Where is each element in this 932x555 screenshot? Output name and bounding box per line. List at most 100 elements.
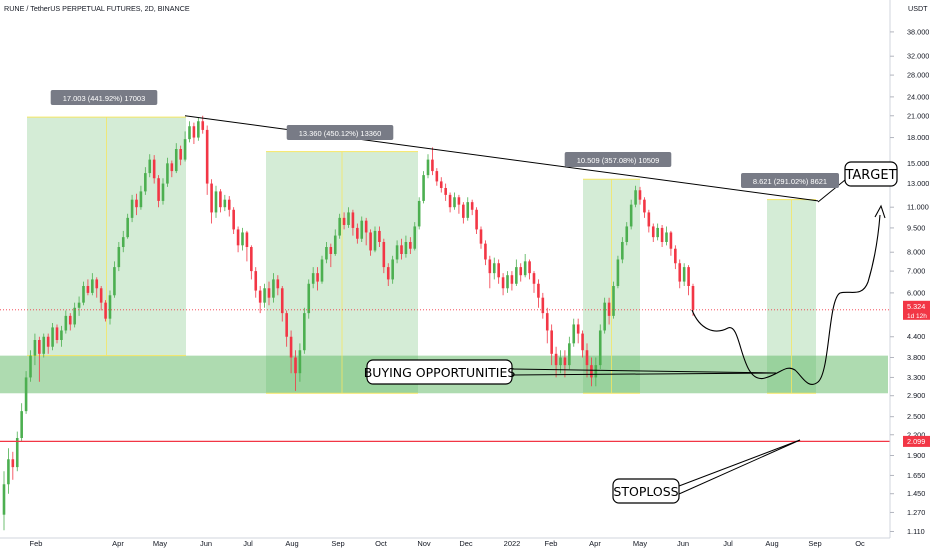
stoploss-connector-1	[678, 439, 801, 487]
candle	[254, 267, 258, 298]
candle	[409, 237, 412, 254]
candle-body	[488, 259, 492, 274]
candle	[581, 330, 584, 358]
candle	[347, 207, 350, 228]
candle-body	[42, 336, 46, 354]
measure-label[interactable]: 8.621 (291.02%) 8621	[741, 173, 839, 188]
candle-body	[404, 241, 408, 254]
measure-label[interactable]: 10.509 (357.08%) 10509	[564, 152, 672, 167]
candle	[311, 267, 315, 289]
candle-body	[170, 163, 174, 172]
candle-body	[15, 438, 19, 468]
candle	[453, 192, 456, 210]
candle	[64, 310, 68, 334]
candle	[457, 194, 461, 214]
candle	[174, 143, 178, 174]
candle-body	[559, 357, 562, 366]
candle-body	[532, 273, 536, 284]
candle-body	[479, 229, 483, 244]
time-tick-label: May	[633, 539, 647, 548]
candle	[285, 310, 288, 347]
candle	[46, 333, 50, 354]
candle-body	[497, 263, 500, 278]
candle-body	[603, 302, 606, 331]
candle-body	[192, 126, 196, 138]
candle-body	[431, 159, 434, 172]
candle	[629, 199, 633, 230]
stoploss-price-tag	[903, 435, 930, 447]
time-tick-label: Feb	[30, 539, 43, 548]
candle	[227, 196, 231, 217]
candle	[462, 202, 465, 224]
candle-body	[139, 191, 143, 208]
current-price-tag	[903, 300, 930, 320]
candle-body	[660, 227, 664, 242]
stoploss-price-value: 2.099	[907, 437, 925, 446]
price-tick-label: 32.000	[907, 52, 929, 61]
candle-body	[360, 220, 364, 239]
time-tick-label: Aug	[285, 539, 298, 548]
candle-body	[201, 121, 205, 130]
candle-body	[674, 248, 677, 264]
candle	[510, 271, 514, 291]
candle-body	[378, 230, 381, 242]
candle	[135, 193, 138, 216]
target-callout[interactable]: TARGET	[844, 161, 898, 187]
plot-area[interactable]	[0, 0, 890, 538]
price-tick-label: 8.000	[907, 248, 925, 257]
candle-body	[475, 209, 478, 230]
candle-body	[241, 232, 244, 246]
candle-body	[99, 288, 103, 303]
time-tick-label: Oc	[855, 539, 865, 548]
candle-body	[515, 267, 518, 284]
candle	[60, 325, 63, 347]
candle	[431, 147, 434, 176]
candle	[532, 271, 536, 293]
candle-body	[338, 217, 341, 236]
candle	[404, 235, 408, 258]
candle	[183, 131, 187, 162]
price-tick-label: 13.000	[907, 179, 929, 188]
candle-body	[197, 121, 200, 138]
candle-body	[356, 227, 359, 239]
candle	[342, 212, 346, 230]
candle-body	[183, 139, 187, 160]
candle-body	[135, 199, 138, 208]
measure-label-bg	[564, 152, 672, 167]
candle-body	[409, 241, 412, 249]
candle-body	[113, 267, 116, 296]
candle-body	[214, 191, 218, 213]
candle-body	[117, 247, 121, 268]
price-tick-label: 6.000	[907, 288, 925, 297]
candle-body	[682, 267, 686, 282]
candle	[501, 273, 505, 296]
measure-label[interactable]: 17.003 (441.92%) 17003	[50, 90, 158, 105]
candle-body	[594, 365, 598, 378]
current-price-countdown: 1d 12h	[907, 313, 927, 320]
candle-body	[448, 194, 452, 208]
buying-opportunities-callout[interactable]: BUYING OPPORTUNITIES	[364, 359, 516, 385]
candle	[77, 296, 81, 316]
price-tick-label: 38.000	[907, 27, 929, 36]
time-tick-label: Dec	[459, 539, 473, 548]
candle	[320, 255, 324, 284]
candle	[289, 330, 293, 374]
candle-body	[263, 288, 266, 303]
candle-body	[391, 259, 394, 280]
candle	[329, 243, 333, 268]
measure-label[interactable]: 13.360 (450.12%) 13360	[286, 125, 394, 140]
candle	[144, 167, 147, 195]
candle	[590, 357, 593, 387]
stoploss-callout[interactable]: STOPLOSS	[612, 478, 680, 504]
candle	[598, 324, 602, 370]
candle-body	[585, 350, 589, 366]
candle-body	[545, 313, 549, 331]
candle-body	[541, 297, 545, 314]
candle	[497, 259, 500, 284]
candle-body	[400, 245, 403, 254]
candle-body	[528, 261, 531, 274]
candle-body	[333, 235, 337, 254]
candle-body	[73, 307, 76, 325]
candle	[104, 300, 107, 322]
